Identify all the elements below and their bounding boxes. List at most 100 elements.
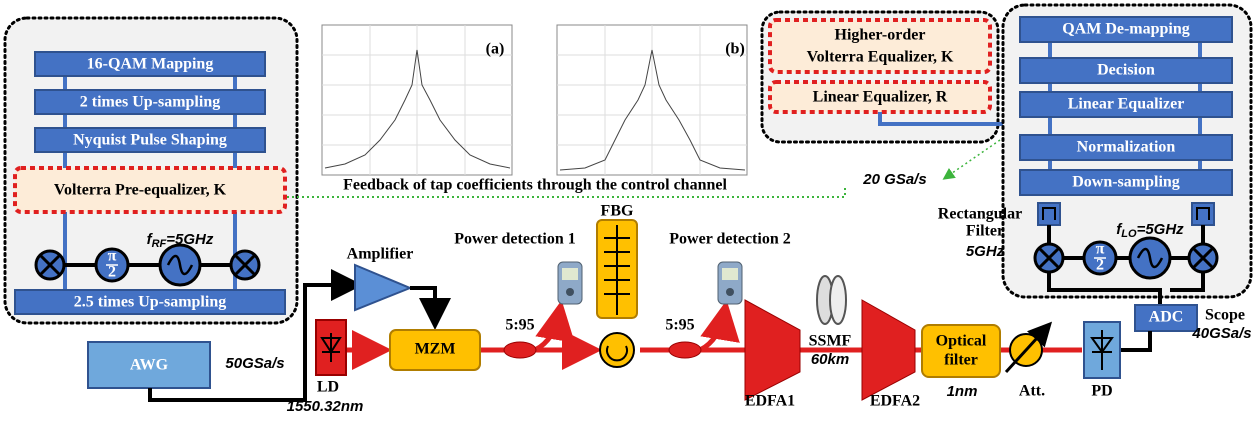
edfa-label: EDFA1 [745,393,795,410]
power-meter [557,261,583,305]
block-label: Linear Equalizer [1068,96,1185,113]
adc [1134,304,1198,332]
fiber-label: SSMF [809,333,852,350]
denominator: 2 [1096,257,1104,274]
block-label: Nyquist Pulse Shaping [73,132,227,149]
spectrum-trace [324,49,511,169]
edfa [744,299,801,401]
power-meter [717,261,743,305]
sample-rate: 20 GSa/s [862,171,926,188]
fiber-length: 60km [811,351,849,368]
filter-label: 5GHz [966,243,1005,260]
scope-rate: 40GSa/s [1191,325,1251,342]
symbol: f [1116,221,1123,238]
dsp-block [34,89,266,115]
rect-filter [1191,202,1215,226]
amplifier-label: Amplifier [347,246,414,263]
circulator-icon [606,345,628,362]
awg-label: AWG [130,357,169,374]
filter-bandwidth: 1nm [947,383,978,400]
block-label: 2 times Up-sampling [80,94,220,111]
pre-equalizer [13,166,287,214]
modulator [389,329,481,371]
adc-label: ADC [1149,309,1184,326]
connector [1047,272,1205,305]
block-label: Down-sampling [1072,174,1180,191]
laser-label: LD [317,379,339,396]
dsp-block [1019,57,1233,84]
arrow [942,139,1001,180]
block-label: QAM De-mapping [1062,21,1190,38]
edfa-label: EDFA2 [870,393,920,410]
wavelength: 1550.32nm [287,398,364,415]
connector [1047,225,1205,245]
dsp-block [1019,91,1233,118]
block-label: Volterra Pre-equalizer, K [54,182,227,199]
fiber-spool [829,275,847,325]
value: =5GHz [1137,221,1185,238]
edfa [861,299,916,401]
modulator-label: MZM [415,341,456,358]
dsp-block [34,51,266,77]
block-label: Volterra Equalizer, K [807,49,954,66]
coupler-label: 5:95 [505,317,534,334]
feedback-note: Feedback of tap coefficients through the… [343,177,727,194]
filter-icon [1042,207,1210,220]
rf-line [148,283,350,402]
subscript: LO [1121,228,1137,240]
spectrum-label: (b) [725,41,745,58]
filter-label: Filter [966,223,1004,240]
coupler [668,341,702,359]
filter-label: Rectangular [938,206,1022,223]
filter-label: filter [944,352,978,369]
spectrum-label: (a) [486,41,505,58]
photodiode-label: PD [1091,383,1112,400]
connector [878,112,1020,126]
denominator: 2 [108,264,116,281]
connector [1120,331,1152,352]
rf-line [410,286,451,330]
tap [698,300,740,353]
numerator: π [108,248,117,265]
fbg-icon [604,225,630,315]
coupler-label: 5:95 [665,317,694,334]
awg-rate: 50GSa/s [225,355,284,372]
attenuator-arrow [1004,321,1053,374]
dsp-block [14,289,286,315]
block-label: Linear Equalizer, R [813,89,948,106]
oscillator [1128,236,1172,280]
dsp-block [1019,16,1233,43]
linear-equalizer [768,80,992,114]
rect-filter [1037,202,1061,226]
block-label: Higher-order [835,27,926,44]
mixer [1187,242,1219,274]
scope-label: Scope [1205,307,1245,324]
block-label: Normalization [1077,139,1176,156]
filter-label: Optical [936,333,987,350]
optical-filter [921,324,1001,378]
dsp-block [34,127,266,153]
oscillator [158,243,202,287]
spectrum-a: (a) [321,24,513,176]
dsp-block [1019,169,1233,196]
block-label: 16-QAM Mapping [87,56,214,73]
mixer [229,249,261,281]
fbg-label: FBG [601,203,634,220]
block-label: Decision [1097,62,1155,79]
mixer [1033,242,1065,274]
lo-frequency: fLO=5GHz [1116,221,1184,240]
symbol: f [147,231,154,248]
circulator [599,332,635,368]
mixer [34,249,66,281]
awg [87,341,211,389]
pd-icon [1090,330,1114,370]
spectrum-trace [559,49,746,171]
numerator: π [1096,241,1105,258]
power-detection-label: Power detection 1 [454,231,575,248]
laser-icon [320,333,342,362]
subscript: RF [152,238,167,250]
block-label: 2.5 times Up-sampling [74,294,226,311]
spectrum-b: (b) [556,24,748,176]
amplifier [354,263,413,312]
attenuator-label: Att. [1019,383,1045,400]
